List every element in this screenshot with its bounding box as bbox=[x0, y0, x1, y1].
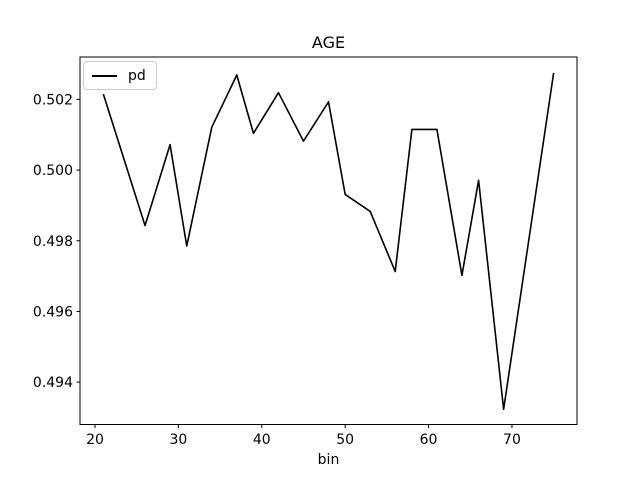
x-tick-label: 40 bbox=[253, 432, 271, 448]
legend: pd bbox=[83, 61, 157, 90]
x-tick-label: 30 bbox=[169, 432, 187, 448]
x-tick-label: 60 bbox=[420, 432, 438, 448]
y-tick-label: 0.494 bbox=[33, 375, 73, 391]
y-tick-label: 0.502 bbox=[33, 92, 73, 108]
axes-frame bbox=[79, 56, 578, 425]
y-tick-label: 0.500 bbox=[33, 163, 73, 179]
y-tick-label: 0.496 bbox=[33, 304, 73, 320]
y-tick-label: 0.498 bbox=[33, 234, 73, 250]
series-line-pd bbox=[102, 72, 555, 411]
legend-series-label: pd bbox=[128, 67, 146, 84]
x-tick-label: 50 bbox=[336, 432, 354, 448]
x-tick-label: 20 bbox=[86, 432, 104, 448]
x-tick-label: 70 bbox=[503, 432, 521, 448]
x-axis-label: bin bbox=[317, 452, 340, 468]
legend-line-sample-icon bbox=[92, 74, 117, 77]
chart-title: AGE bbox=[311, 33, 346, 52]
